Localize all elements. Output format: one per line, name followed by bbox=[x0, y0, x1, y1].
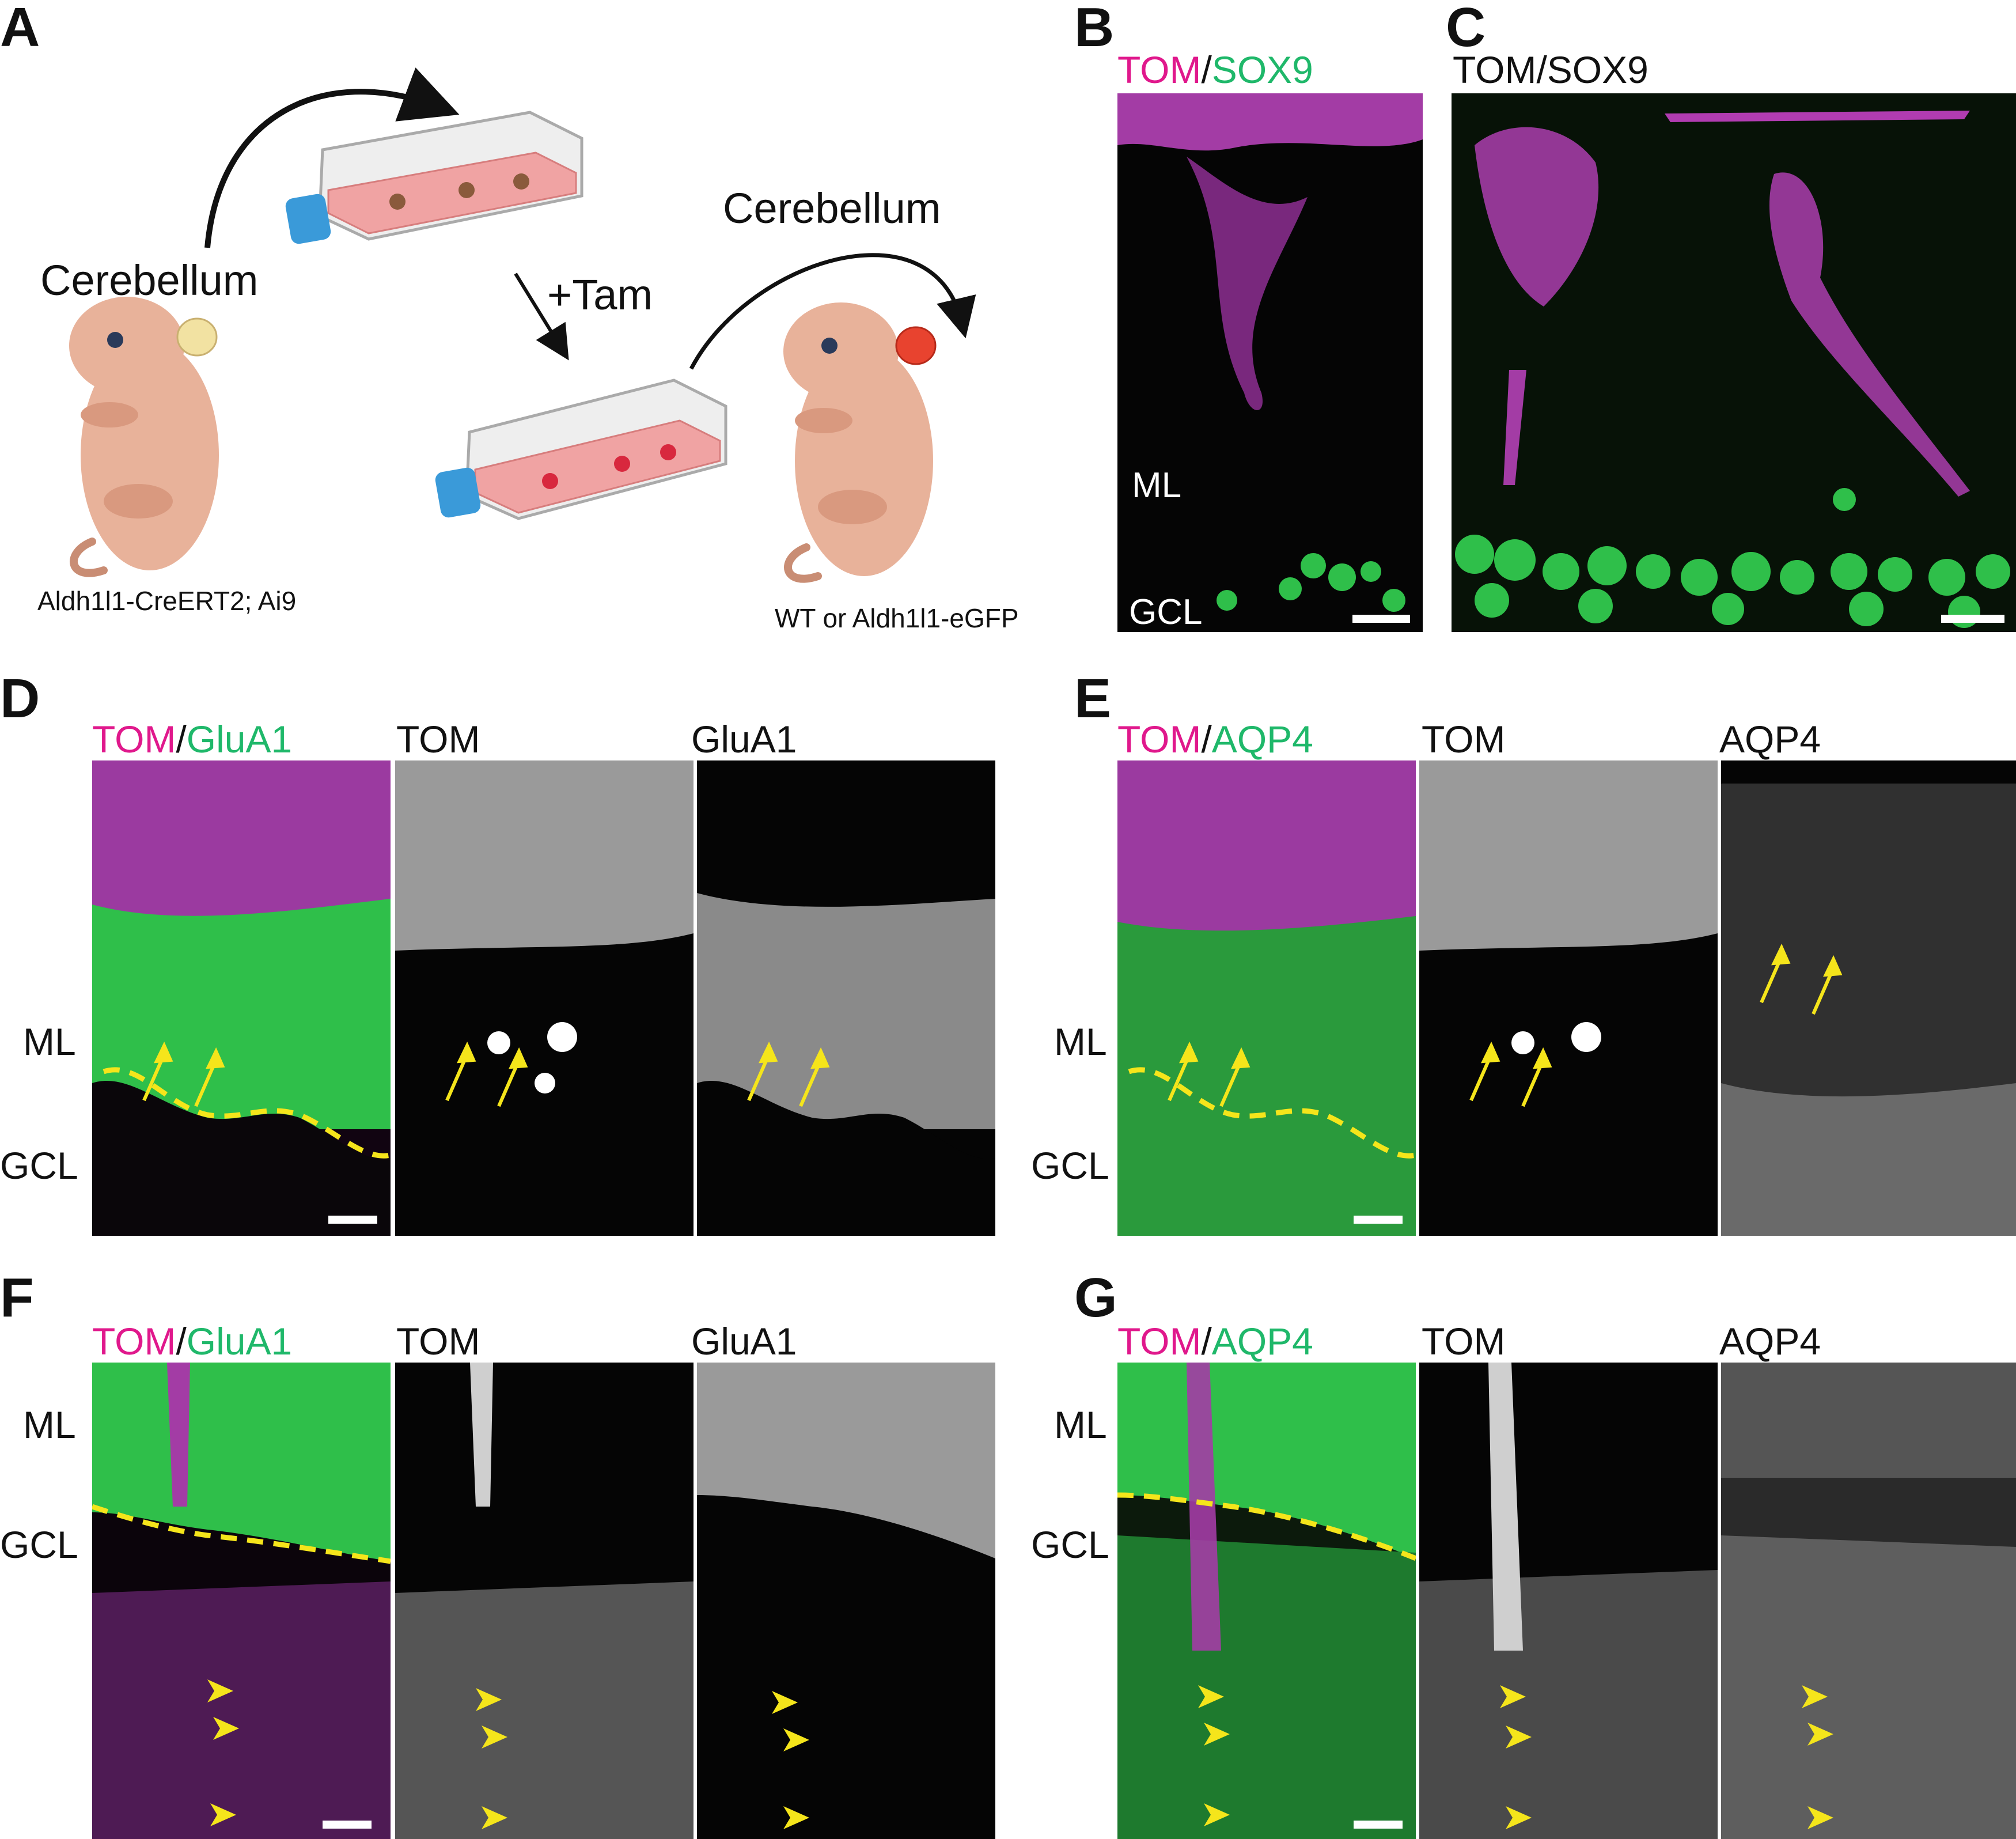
panel-e-ch2-title: AQP4 bbox=[1719, 718, 1821, 760]
stain-separator: / bbox=[176, 1320, 187, 1363]
stain-separator: / bbox=[176, 718, 187, 760]
panel-c-title: TOM/SOX9 bbox=[1453, 48, 1649, 91]
region-gcl-d: GCL bbox=[0, 1144, 78, 1187]
stain-separator: / bbox=[1201, 1320, 1212, 1363]
stain-glua1: GluA1 bbox=[186, 1320, 293, 1363]
panel-f-merge-title: TOM/GluA1 bbox=[92, 1322, 292, 1360]
scale-bar-g bbox=[1354, 1821, 1403, 1829]
panel-f-merge-image bbox=[92, 1363, 391, 1839]
panel-label-f: F bbox=[0, 1267, 34, 1329]
panel-f-glua1-image bbox=[697, 1363, 995, 1839]
panel-f-tom-image bbox=[395, 1363, 694, 1839]
stain-tom: TOM bbox=[1117, 1320, 1202, 1363]
panel-b-stain-title: TOM/SOX9 bbox=[1117, 51, 1313, 89]
panel-f-ch2-title: GluA1 bbox=[691, 1320, 797, 1363]
panel-f-ch1-title: TOM bbox=[396, 1320, 480, 1363]
panel-label-e: E bbox=[1074, 668, 1112, 729]
right-cerebellum-title: Cerebellum bbox=[723, 184, 941, 232]
arrow-to-culture bbox=[204, 67, 460, 248]
stain-aqp4: AQP4 bbox=[1211, 1320, 1313, 1363]
region-gcl-f: GCL bbox=[0, 1523, 78, 1566]
panel-g-aqp4-image bbox=[1721, 1363, 2016, 1839]
stain-tom: TOM bbox=[92, 1320, 176, 1363]
panel-e-merge-title: TOM/AQP4 bbox=[1117, 720, 1313, 758]
panel-c-micrograph bbox=[1452, 93, 2016, 632]
panel-d-merge-title: TOM/GluA1 bbox=[92, 720, 292, 758]
panel-d-ch1-title: TOM bbox=[396, 718, 480, 760]
stain-tom: TOM bbox=[1117, 718, 1202, 760]
panel-g-tom-image bbox=[1419, 1363, 1718, 1839]
panel-label-c: C bbox=[1446, 0, 1486, 58]
culture-flask-untreated bbox=[285, 111, 583, 244]
panel-d-tom-image bbox=[395, 760, 694, 1236]
scale-bar-e bbox=[1354, 1216, 1403, 1224]
region-ml-e: ML bbox=[1054, 1020, 1107, 1063]
panel-g-merge-image bbox=[1117, 1363, 1416, 1839]
panel-g-merge-title: TOM/AQP4 bbox=[1117, 1322, 1313, 1360]
panel-d-ch2-title: GluA1 bbox=[691, 718, 797, 760]
panel-label-d: D bbox=[0, 668, 40, 729]
region-ml-d: ML bbox=[23, 1020, 76, 1063]
tamoxifen-label: +Tam bbox=[547, 271, 653, 319]
scale-bar-c bbox=[1941, 615, 2004, 623]
region-ml-b: ML bbox=[1132, 466, 1182, 505]
panel-d-merge-image bbox=[92, 760, 391, 1236]
panel-label-g: G bbox=[1074, 1267, 1117, 1329]
culture-flask-tamoxifen bbox=[435, 379, 727, 520]
region-ml-f: ML bbox=[23, 1403, 76, 1446]
scale-bar-f bbox=[323, 1821, 372, 1829]
region-ml-g: ML bbox=[1054, 1403, 1107, 1446]
panel-d-glua1-image bbox=[697, 760, 995, 1236]
stain-tom: TOM bbox=[1117, 48, 1202, 91]
recipient-pup bbox=[783, 302, 937, 583]
panel-a-schematic bbox=[69, 67, 976, 583]
region-gcl-b: GCL bbox=[1129, 592, 1203, 632]
stain-tom: TOM bbox=[92, 718, 176, 760]
arrow-to-recipient bbox=[689, 253, 976, 370]
panel-g-ch1-title: TOM bbox=[1422, 1320, 1506, 1363]
panel-b-micrograph: ML GCL bbox=[1117, 93, 1423, 632]
left-cerebellum-title: Cerebellum bbox=[40, 256, 259, 304]
panel-label-b: B bbox=[1074, 0, 1115, 58]
panel-e-merge-image bbox=[1117, 760, 1416, 1236]
region-gcl-e: GCL bbox=[1031, 1144, 1109, 1187]
arrow-tamoxifen bbox=[514, 273, 569, 361]
panel-e-ch1-title: TOM bbox=[1422, 718, 1506, 760]
scale-bar-b bbox=[1352, 615, 1410, 623]
panel-e-aqp4-image bbox=[1721, 760, 2016, 1236]
right-genotype-caption: WT or Aldh1l1-eGFP bbox=[775, 603, 1019, 633]
stain-sox9: SOX9 bbox=[1211, 48, 1313, 91]
scale-bar-d bbox=[328, 1216, 377, 1224]
region-gcl-g: GCL bbox=[1031, 1523, 1109, 1566]
donor-pup bbox=[69, 297, 219, 577]
left-genotype-caption: Aldh1l1-CreERT2; Ai9 bbox=[37, 586, 297, 616]
stain-separator: / bbox=[1201, 48, 1212, 91]
stain-aqp4: AQP4 bbox=[1211, 718, 1313, 760]
panel-g-ch2-title: AQP4 bbox=[1719, 1320, 1821, 1363]
panel-label-a: A bbox=[0, 0, 40, 58]
panel-e-tom-image bbox=[1419, 760, 1718, 1236]
stain-separator: / bbox=[1201, 718, 1212, 760]
stain-glua1: GluA1 bbox=[186, 718, 293, 760]
